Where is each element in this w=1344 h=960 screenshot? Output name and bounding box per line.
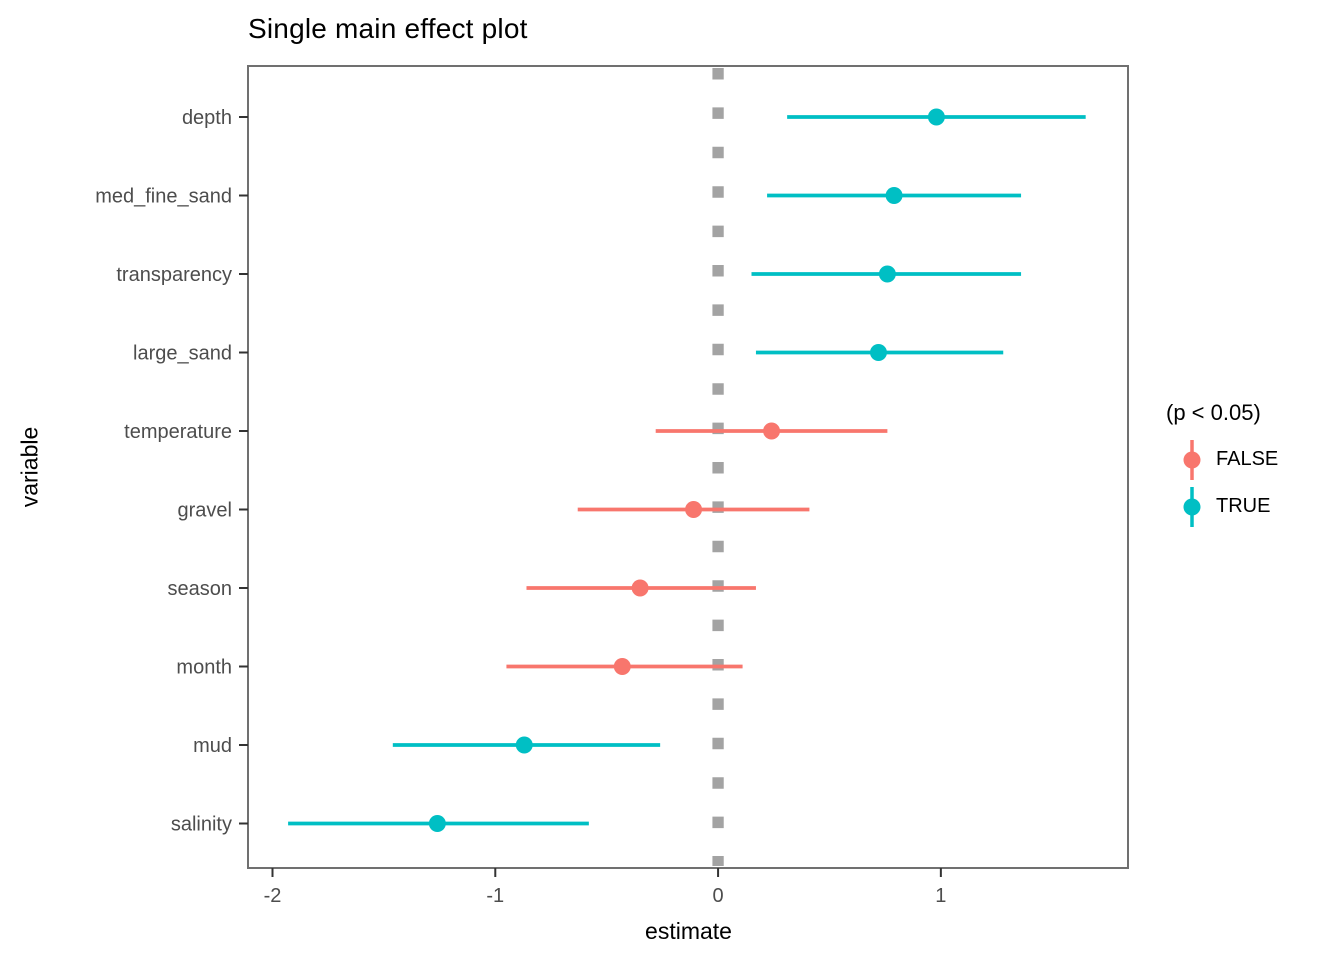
point-depth <box>927 108 945 126</box>
legend-entry-false: FALSE <box>1162 436 1340 483</box>
point-temperature <box>763 422 781 440</box>
plot-title: Single main effect plot <box>248 13 528 44</box>
y-axis-label-med_fine_sand: med_fine_sand <box>95 186 232 208</box>
point-salinity <box>428 815 446 832</box>
point-transparency <box>878 265 896 283</box>
legend-label-true: TRUE <box>1216 495 1271 517</box>
y-axis-title: variable <box>16 426 43 508</box>
point-med_fine_sand <box>885 187 903 204</box>
point-gravel <box>685 501 703 518</box>
x-tick-label: -1 <box>486 885 504 907</box>
panel-border <box>247 65 1129 869</box>
y-axis-label-transparency: transparency <box>116 264 232 286</box>
x-axis-title: estimate <box>645 918 732 944</box>
point-mud <box>515 736 533 754</box>
point-large_sand <box>869 344 887 361</box>
y-axis-label-mud: mud <box>193 735 232 757</box>
legend-label-false: FALSE <box>1216 448 1279 470</box>
y-axis-label-temperature: temperature <box>124 421 232 443</box>
legend-entry-true: TRUE <box>1162 483 1340 530</box>
y-axis-label-depth: depth <box>182 107 232 129</box>
x-tick-label: -2 <box>264 885 282 907</box>
pointrange-key-icon <box>1183 439 1201 480</box>
y-axis-label-season: season <box>168 578 233 600</box>
y-axis-label-gravel: gravel <box>178 500 232 522</box>
legend-title: (p < 0.05) <box>1166 400 1261 425</box>
point-month <box>613 658 631 675</box>
legend: (p < 0.05) FALSE TRUE <box>1162 400 1340 530</box>
y-axis-label-large_sand: large_sand <box>133 343 232 365</box>
x-tick-label: 0 <box>713 885 724 907</box>
y-axis-label-month: month <box>176 657 232 679</box>
point-season <box>631 579 649 597</box>
y-axis-label-salinity: salinity <box>171 814 232 836</box>
pointrange-key-icon <box>1183 486 1201 527</box>
x-tick-label: 1 <box>935 885 946 907</box>
